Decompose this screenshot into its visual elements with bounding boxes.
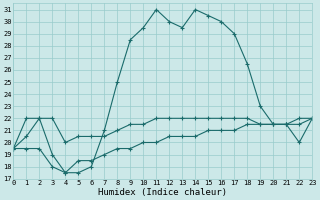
X-axis label: Humidex (Indice chaleur): Humidex (Indice chaleur) <box>98 188 227 197</box>
